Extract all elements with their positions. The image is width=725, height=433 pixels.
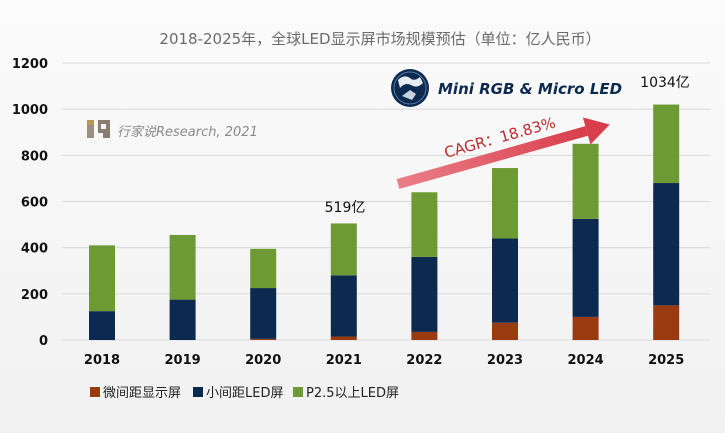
y-tick-label: 600 (21, 196, 48, 211)
x-tick-label: 2022 (406, 353, 442, 368)
bar-2020-series-2 (250, 248, 277, 289)
x-tick-label: 2020 (245, 353, 281, 368)
bars (89, 104, 680, 340)
x-tick-label: 2021 (326, 353, 362, 368)
grid-lines (62, 62, 710, 341)
y-tick-label: 1200 (12, 57, 48, 72)
data-label-2025: 1034亿 (640, 75, 690, 91)
data-label-2021: 519亿 (325, 200, 366, 216)
bar-2023-series-1 (492, 238, 518, 323)
legend-swatch (193, 387, 203, 397)
bar-2025-series-2 (653, 104, 680, 184)
legend-label: 小间距LED屏 (206, 386, 283, 401)
y-tick-label: 400 (21, 242, 48, 257)
logo-icon (87, 120, 110, 138)
badge-text: Mini RGB & Micro LED (438, 80, 622, 98)
x-tick-label: 2025 (648, 353, 684, 368)
legend-label: P2.5以上LED屏 (306, 386, 399, 401)
y-axis: 0 200 400 600 800 1000 1200 (12, 57, 48, 349)
bar-2023-series-0 (492, 322, 518, 340)
bar-2020-series-1 (250, 288, 277, 339)
badge: Mini RGB & Micro LED (391, 69, 622, 107)
watermark: 行家说Research, 2021 (87, 120, 258, 140)
bar-2025-series-1 (653, 183, 680, 306)
bar-2019-series-1 (169, 299, 196, 340)
bar-2021-series-0 (330, 336, 357, 340)
bar-2024-series-0 (572, 316, 599, 340)
bar-2022-series-0 (411, 331, 438, 340)
legend-swatch (293, 387, 303, 397)
bar-2021-series-2 (330, 223, 357, 276)
x-axis: 2018 2019 2020 2021 2022 2023 2024 2025 (84, 353, 684, 368)
x-tick-label: 2024 (568, 353, 604, 368)
y-tick-label: 1000 (12, 103, 48, 118)
y-tick-label: 0 (39, 334, 48, 349)
bar-2019-series-2 (169, 234, 196, 300)
legend-label: 微间距显示屏 (103, 386, 181, 401)
legend-swatch (90, 387, 100, 397)
x-tick-label: 2019 (165, 353, 201, 368)
bar-2021-series-1 (330, 275, 357, 337)
legend: 微间距显示屏 小间距LED屏 P2.5以上LED屏 (90, 386, 399, 401)
y-tick-label: 800 (21, 149, 48, 164)
bar-2022-series-2 (411, 192, 438, 257)
y-tick-label: 200 (21, 288, 48, 303)
bar-2018-series-1 (89, 311, 115, 340)
bar-2025-series-0 (653, 305, 680, 340)
globe-icon (391, 69, 429, 107)
bar-2024-series-1 (572, 218, 599, 317)
watermark-text: 行家说Research, 2021 (117, 124, 258, 140)
chart-title: 2018-2025年，全球LED显示屏市场规模预估（单位：亿人民币） (159, 30, 600, 48)
bar-2023-series-2 (492, 168, 518, 239)
x-tick-label: 2023 (487, 353, 523, 368)
bar-2020-series-0 (250, 338, 277, 340)
x-tick-label: 2018 (84, 353, 120, 368)
bar-2018-series-2 (89, 245, 115, 312)
bar-2024-series-2 (572, 143, 599, 219)
bar-2022-series-1 (411, 256, 438, 332)
